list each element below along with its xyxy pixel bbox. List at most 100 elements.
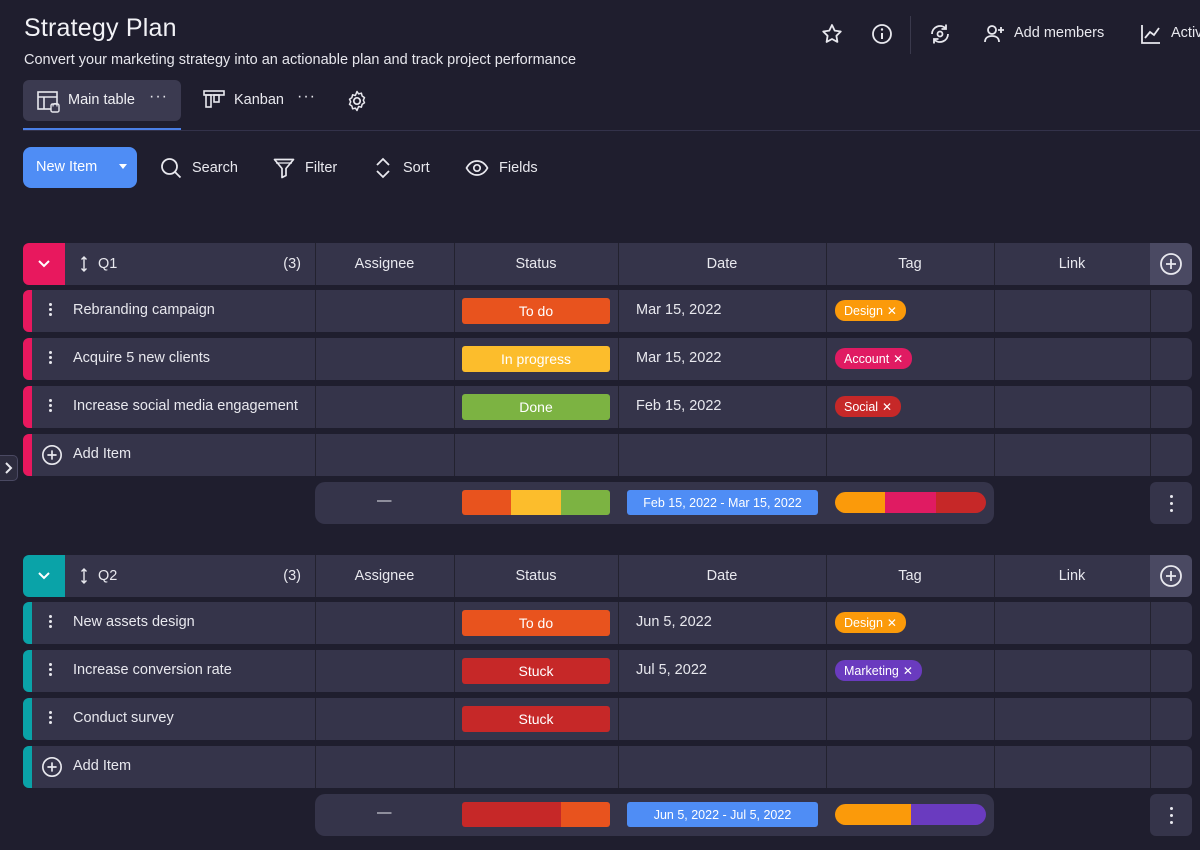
item-name[interactable]: Acquire 5 new clients	[73, 350, 211, 366]
date-cell[interactable]: Mar 15, 2022	[636, 302, 722, 318]
close-icon[interactable]: ✕	[886, 303, 897, 318]
date-cell[interactable]: Mar 15, 2022	[636, 350, 722, 366]
plus-circle-icon[interactable]	[41, 444, 63, 471]
drag-handle-icon[interactable]	[80, 256, 88, 277]
date-range-summary[interactable]: Jun 5, 2022 - Jul 5, 2022	[627, 802, 818, 827]
column-header-date[interactable]: Date	[618, 243, 826, 285]
add-column-button[interactable]	[1150, 243, 1192, 285]
item-name[interactable]: Conduct survey	[73, 710, 174, 726]
activity-button[interactable]: Activ	[1171, 25, 1200, 41]
table-row[interactable]: Increase social media engagement Done Fe…	[23, 386, 1192, 428]
tag-chip[interactable]: Account ✕	[835, 348, 913, 369]
row-menu-icon[interactable]	[49, 661, 53, 681]
tab-kanban[interactable]: Kanban ···	[203, 80, 353, 121]
table-row[interactable]: Rebranding campaign To do Mar 15, 2022 D…	[23, 290, 1192, 332]
group-name-cell[interactable]: Q2 (3)	[65, 555, 315, 597]
fields-button[interactable]: Fields	[465, 147, 538, 188]
tag-chip[interactable]: Design ✕	[835, 300, 906, 321]
column-header-assignee[interactable]: Assignee	[315, 243, 454, 285]
column-divider	[618, 650, 619, 692]
table-row[interactable]: Acquire 5 new clients In progress Mar 15…	[23, 338, 1192, 380]
date-cell[interactable]: Jul 5, 2022	[636, 662, 707, 678]
item-name[interactable]: Increase social media engagement	[73, 398, 298, 414]
active-tab-indicator	[23, 128, 181, 130]
column-header-assignee[interactable]: Assignee	[315, 555, 454, 597]
date-range-summary[interactable]: Feb 15, 2022 - Mar 15, 2022	[627, 490, 818, 515]
table-row[interactable]: Increase conversion rate Stuck Jul 5, 20…	[23, 650, 1192, 692]
column-divider	[454, 650, 455, 692]
status-summary-bar[interactable]	[462, 802, 610, 827]
close-icon[interactable]: ✕	[902, 663, 913, 678]
close-icon[interactable]: ✕	[886, 615, 897, 630]
column-divider	[994, 434, 995, 476]
sidebar-expand-button[interactable]	[0, 455, 18, 481]
info-icon[interactable]	[868, 20, 896, 48]
table-row[interactable]: Conduct survey Stuck	[23, 698, 1192, 740]
date-cell[interactable]: Jun 5, 2022	[636, 614, 712, 630]
tag-chip[interactable]: Marketing ✕	[835, 660, 922, 681]
activity-chart-icon[interactable]	[1137, 20, 1165, 48]
close-icon[interactable]: ✕	[893, 351, 904, 366]
column-divider	[1150, 338, 1151, 380]
summary-menu-icon[interactable]	[1150, 482, 1192, 524]
plus-circle-icon[interactable]	[41, 756, 63, 783]
status-summary-bar[interactable]	[462, 490, 610, 515]
group-collapse-button[interactable]	[23, 243, 65, 285]
summary-menu-icon[interactable]	[1150, 794, 1192, 836]
group-q1: Q1 (3) Assignee Status Date Tag Link Reb…	[23, 243, 1192, 525]
star-icon[interactable]	[818, 20, 846, 48]
add-member-icon[interactable]	[980, 20, 1008, 48]
row-menu-icon[interactable]	[49, 349, 53, 369]
add-members-button[interactable]: Add members	[1014, 25, 1105, 41]
more-icon[interactable]: ···	[149, 88, 168, 105]
sync-icon[interactable]	[926, 20, 954, 48]
column-divider	[826, 650, 827, 692]
tag-summary-bar[interactable]	[835, 804, 986, 825]
search-button[interactable]: Search	[160, 147, 238, 188]
group-collapse-button[interactable]	[23, 555, 65, 597]
item-name[interactable]: Rebranding campaign	[73, 302, 215, 318]
add-item-row[interactable]: Add Item	[23, 746, 1192, 788]
status-cell[interactable]: In progress	[462, 346, 610, 372]
column-header-link[interactable]: Link	[994, 243, 1150, 285]
chevron-down-icon[interactable]	[119, 164, 127, 169]
row-menu-icon[interactable]	[49, 613, 53, 633]
row-menu-icon[interactable]	[49, 709, 53, 729]
new-item-button[interactable]: New Item	[23, 147, 137, 188]
status-cell[interactable]: To do	[462, 610, 610, 636]
gear-icon[interactable]	[345, 89, 369, 118]
column-divider	[315, 602, 316, 644]
table-row[interactable]: New assets design To do Jun 5, 2022 Desi…	[23, 602, 1192, 644]
add-column-button[interactable]	[1150, 555, 1192, 597]
drag-handle-icon[interactable]	[80, 568, 88, 589]
item-name[interactable]: New assets design	[73, 614, 195, 630]
close-icon[interactable]: ✕	[882, 399, 893, 414]
add-item-row[interactable]: Add Item	[23, 434, 1192, 476]
tag-summary-bar[interactable]	[835, 492, 986, 513]
add-item-button[interactable]: Add Item	[73, 758, 132, 774]
column-divider	[1150, 698, 1151, 740]
sort-button[interactable]: Sort	[373, 147, 430, 188]
filter-button[interactable]: Filter	[273, 147, 337, 188]
status-cell[interactable]: To do	[462, 298, 610, 324]
date-cell[interactable]: Feb 15, 2022	[636, 398, 722, 414]
column-divider	[618, 386, 619, 428]
add-item-button[interactable]: Add Item	[73, 446, 132, 462]
column-header-date[interactable]: Date	[618, 555, 826, 597]
column-header-status[interactable]: Status	[454, 555, 618, 597]
column-header-tag[interactable]: Tag	[826, 243, 994, 285]
status-cell[interactable]: Stuck	[462, 706, 610, 732]
tab-main-table[interactable]: Main table ···	[23, 80, 181, 121]
status-cell[interactable]: Done	[462, 394, 610, 420]
column-header-status[interactable]: Status	[454, 243, 618, 285]
row-menu-icon[interactable]	[49, 397, 53, 417]
tag-chip[interactable]: Design ✕	[835, 612, 906, 633]
tag-chip[interactable]: Social ✕	[835, 396, 902, 417]
column-header-tag[interactable]: Tag	[826, 555, 994, 597]
row-menu-icon[interactable]	[49, 301, 53, 321]
group-name-cell[interactable]: Q1 (3)	[65, 243, 315, 285]
status-cell[interactable]: Stuck	[462, 658, 610, 684]
more-icon[interactable]: ···	[297, 88, 316, 105]
column-header-link[interactable]: Link	[994, 555, 1150, 597]
item-name[interactable]: Increase conversion rate	[73, 662, 232, 678]
